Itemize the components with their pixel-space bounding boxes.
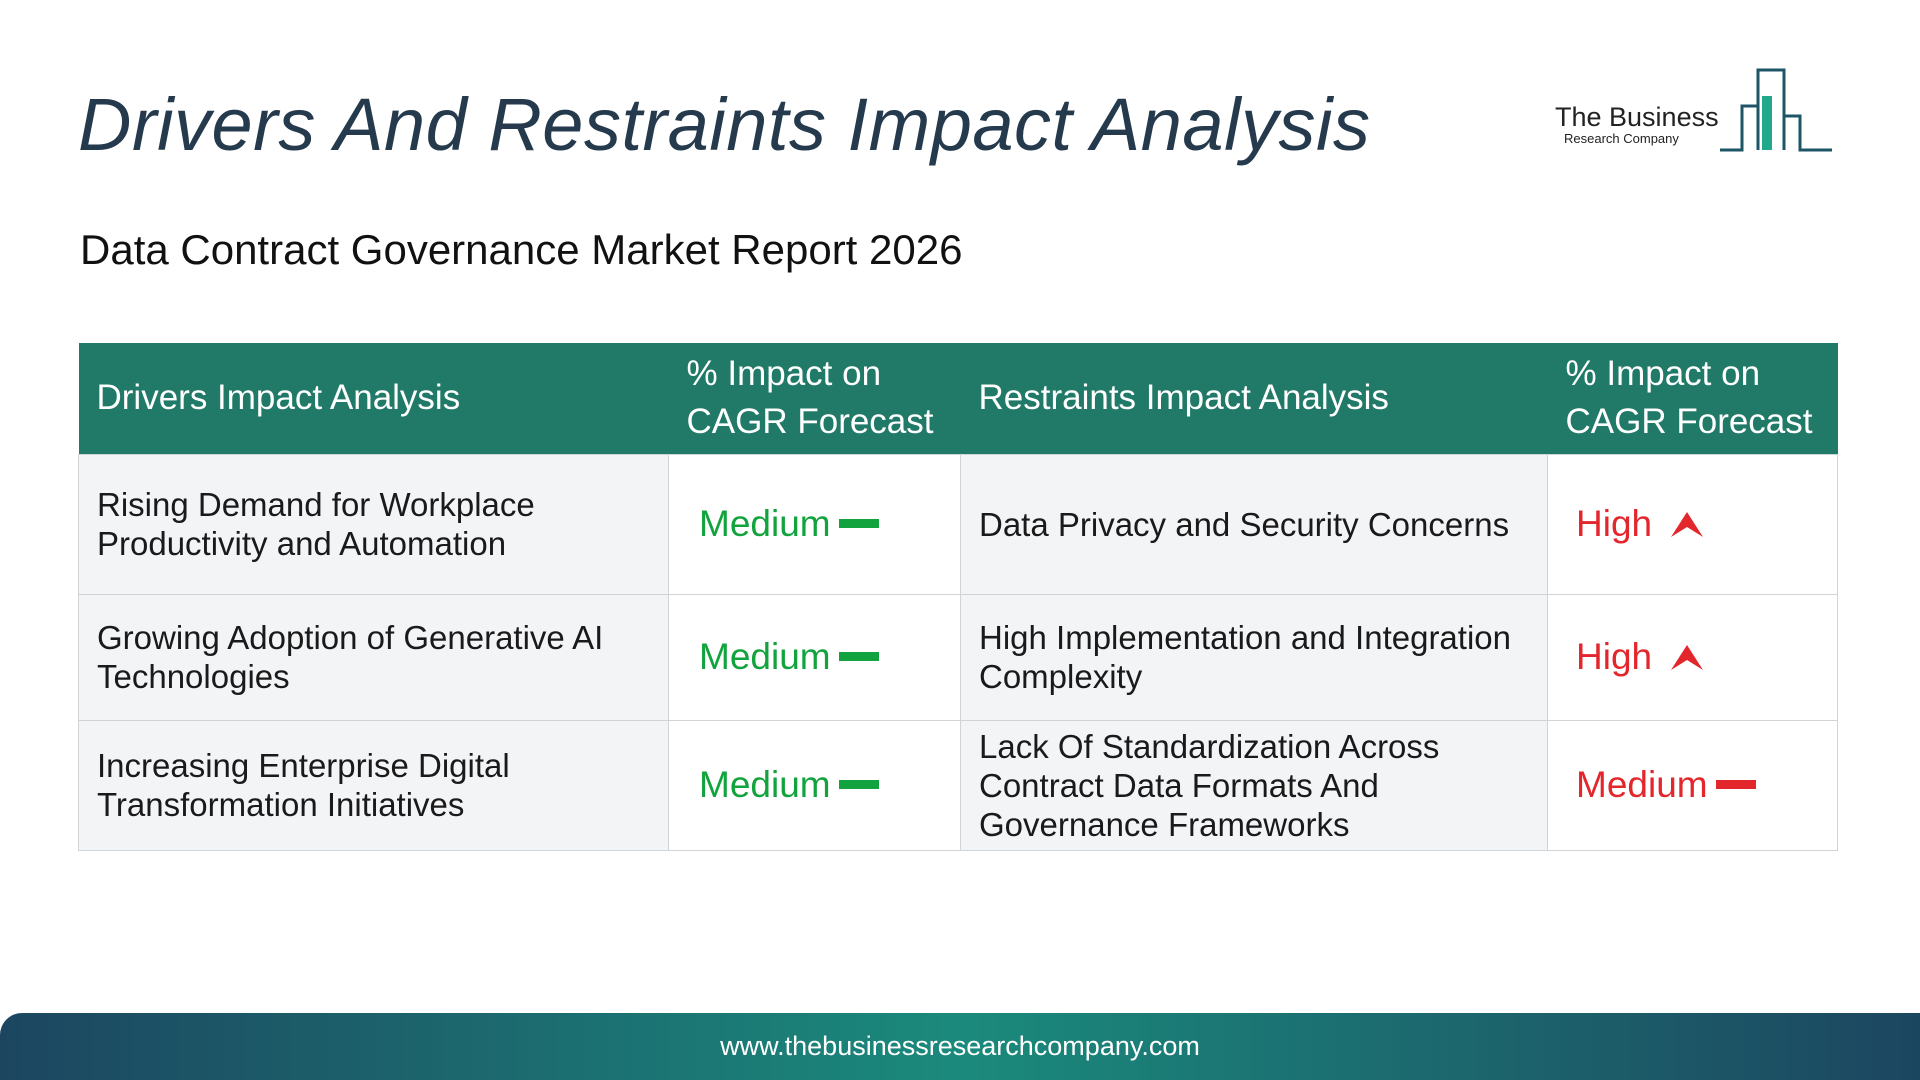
impact-label: High xyxy=(1576,636,1653,677)
header-restraints: Restraints Impact Analysis xyxy=(960,343,1548,454)
driver-impact-cell: Medium xyxy=(668,719,961,851)
table-row: Increasing Enterprise Digital Transforma… xyxy=(78,719,1838,851)
page-title: Drivers And Restraints Impact Analysis xyxy=(78,83,1371,166)
dash-icon xyxy=(838,780,879,789)
table-row: Rising Demand for Workplace Productivity… xyxy=(78,453,1838,595)
arrow-up-icon xyxy=(1671,511,1704,537)
impact-table: Drivers Impact Analysis % Impact on CAGR… xyxy=(78,343,1838,851)
impact-label: Medium xyxy=(1576,764,1708,805)
building-bars-icon xyxy=(1720,68,1832,152)
arrow-up-icon xyxy=(1671,644,1704,670)
driver-impact-cell: Medium xyxy=(668,453,961,595)
impact-level: High xyxy=(1566,637,1704,676)
driver-impact-cell: Medium xyxy=(668,593,961,721)
dash-icon xyxy=(838,652,879,661)
restraint-impact-cell: High xyxy=(1547,453,1838,595)
website-link[interactable]: www.thebusinessresearchcompany.com xyxy=(720,1031,1200,1061)
restraint-cell: High Implementation and Integration Comp… xyxy=(960,593,1548,721)
header-drivers: Drivers Impact Analysis xyxy=(78,343,669,454)
footer-bar: www.thebusinessresearchcompany.com xyxy=(0,1013,1920,1080)
logo-name: The Business xyxy=(1555,102,1719,132)
driver-cell: Rising Demand for Workplace Productivity… xyxy=(78,453,669,595)
restraint-cell: Data Privacy and Security Concerns xyxy=(960,453,1548,595)
restraint-impact-cell: High xyxy=(1547,593,1838,721)
dash-icon xyxy=(1715,780,1756,789)
company-logo[interactable]: The Business Research Company xyxy=(1555,68,1835,158)
impact-level: Medium xyxy=(687,637,879,676)
dash-icon xyxy=(838,519,879,528)
impact-label: High xyxy=(1576,503,1653,544)
logo-tagline: Research Company xyxy=(1564,131,1679,146)
header-restraints-impact: % Impact on CAGR Forecast xyxy=(1547,343,1838,454)
restraint-impact-cell: Medium xyxy=(1547,719,1838,851)
impact-label: Medium xyxy=(699,636,831,677)
impact-label: Medium xyxy=(699,764,831,805)
impact-level: Medium xyxy=(1566,765,1756,804)
impact-level: Medium xyxy=(687,504,879,543)
impact-level: Medium xyxy=(687,765,879,804)
impact-label: Medium xyxy=(699,503,831,544)
header-drivers-impact: % Impact on CAGR Forecast xyxy=(668,343,961,454)
driver-cell: Growing Adoption of Generative AI Techno… xyxy=(78,593,669,721)
restraint-cell: Lack Of Standardization Across Contract … xyxy=(960,719,1548,851)
report-subtitle: Data Contract Governance Market Report 2… xyxy=(80,226,963,273)
impact-level: High xyxy=(1566,504,1704,543)
table-header-row: Drivers Impact Analysis % Impact on CAGR… xyxy=(78,343,1838,454)
driver-cell: Increasing Enterprise Digital Transforma… xyxy=(78,719,669,851)
table-row: Growing Adoption of Generative AI Techno… xyxy=(78,593,1838,721)
